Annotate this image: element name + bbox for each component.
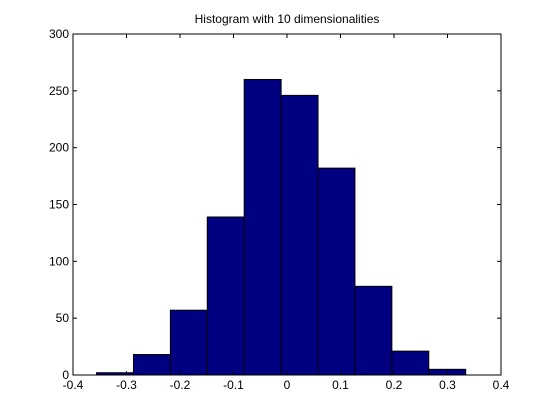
histogram-bars [96, 78, 467, 376]
chart-title: Histogram with 10 dimensionalities [195, 12, 380, 26]
histogram-bar-6 [280, 94, 319, 376]
y-tick-label: 50 [56, 311, 70, 325]
x-tick-label: 0.1 [332, 378, 349, 392]
x-tick-label: -0.1 [223, 378, 244, 392]
y-tick-label: 200 [49, 141, 69, 155]
histogram-bar-8 [354, 285, 393, 376]
y-tick-label: 250 [49, 84, 69, 98]
histogram-bar-5 [243, 78, 282, 376]
histogram-bar-7 [317, 167, 356, 376]
x-tick-label: 0.2 [386, 378, 403, 392]
x-tick-label: -0.2 [170, 378, 191, 392]
histogram-bar-4 [206, 216, 245, 376]
y-tick-label: 150 [49, 198, 69, 212]
x-tick-labels: -0.4 -0.3 -0.2 -0.1 0 0.1 0.2 0.3 0.4 [63, 378, 510, 392]
y-tick-labels: 0 50 100 150 200 250 300 [49, 27, 69, 382]
y-tick-label: 100 [49, 254, 69, 268]
x-tick-label: 0.4 [493, 378, 510, 392]
y-tick-label: 300 [49, 27, 69, 41]
x-tick-label: 0.3 [439, 378, 456, 392]
histogram-bar-2 [132, 354, 171, 376]
x-tick-label: -0.3 [116, 378, 137, 392]
axis-ticks [72, 33, 502, 376]
histogram-bar-3 [169, 309, 208, 376]
histogram-bar-9 [391, 350, 430, 376]
x-tick-label: 0 [284, 378, 291, 392]
x-tick-label: -0.4 [63, 378, 84, 392]
y-tick-label: 0 [62, 368, 69, 382]
